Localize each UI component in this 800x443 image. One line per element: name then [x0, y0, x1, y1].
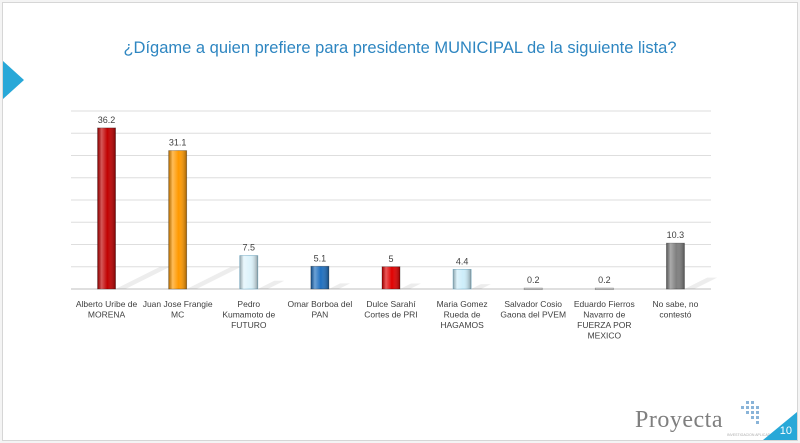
logo-subtitle: INVESTIGACION APLICADA	[727, 433, 773, 437]
page-number: 10	[779, 425, 792, 437]
bar-shadow	[471, 284, 491, 289]
bar	[594, 287, 614, 291]
side-arrow-icon	[3, 61, 24, 99]
data-label: 36.2	[98, 115, 116, 125]
x-tick-label: Salvador Cosio Gaona del PVEM	[500, 299, 566, 320]
bar-highlight	[310, 266, 329, 289]
data-label: 0.2	[527, 275, 540, 285]
x-tick-label: Omar Borboa del PAN	[288, 299, 353, 320]
data-label: 5	[388, 254, 393, 264]
data-label: 5.1	[314, 253, 327, 263]
bar-highlight	[97, 127, 116, 289]
bar-shadow	[115, 267, 170, 289]
x-tick-label: Dulce Sarahí Cortes de PRI	[364, 299, 417, 320]
x-tick-label: Juan Jose Frangie MC	[143, 299, 213, 320]
bar	[523, 287, 543, 291]
slide-title: ¿Dígame a quien prefiere para presidente…	[123, 39, 677, 57]
bar-shadow	[186, 267, 241, 289]
bar-highlight	[453, 269, 472, 289]
logo-text: Proyecta	[635, 407, 723, 433]
x-tick-label: Pedro Kumamoto de FUTURO	[222, 299, 275, 330]
bar-highlight	[666, 243, 685, 289]
data-label: 0.2	[598, 275, 611, 285]
page-corner	[763, 412, 797, 440]
x-tick-label: Maria Gomez Rueda de HAGAMOS	[437, 299, 488, 330]
bar-shadow	[400, 283, 422, 289]
bar-chart: 36.2 Alberto Uribe de MORENA 31.1 Juan Jose …	[71, 110, 718, 341]
proyecta-logo: Proyecta INVESTIGACION APLICADA	[635, 401, 773, 437]
bar-shadow	[328, 283, 351, 289]
data-label: 4.4	[456, 256, 469, 266]
bar-highlight	[382, 266, 400, 289]
x-tick-label: No sabe, no contestó	[653, 299, 699, 320]
bar-shadow	[684, 277, 718, 289]
x-tick-label: Alberto Uribe de MORENA	[76, 299, 138, 320]
data-label: 31.1	[169, 138, 187, 148]
x-tick-label: Eduardo Fierros Navarro de FUERZA POR MEXIC…	[574, 299, 635, 341]
bar-highlight	[168, 150, 187, 289]
bar-highlight	[239, 255, 258, 289]
logo-dots-icon	[736, 401, 760, 429]
data-label: 10.3	[667, 230, 685, 240]
bar-shadow	[257, 280, 285, 289]
data-label: 7.5	[243, 243, 256, 253]
